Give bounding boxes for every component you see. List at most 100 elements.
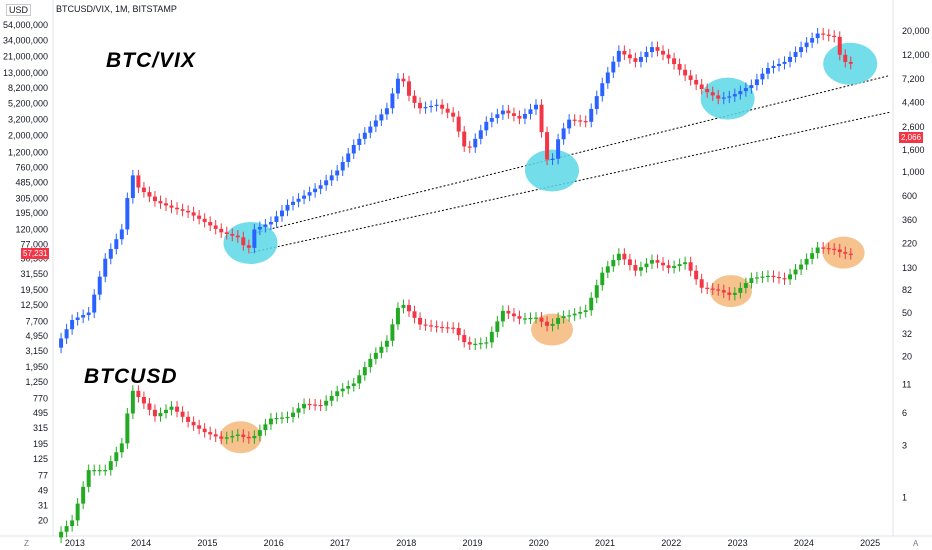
- ratio-candle: [765, 62, 770, 80]
- price-candle: [699, 273, 704, 294]
- price-highlight-circle: [709, 275, 752, 308]
- trendline[interactable]: [257, 74, 891, 233]
- ratio-candle: [467, 140, 472, 153]
- left-tick-label: 77,000: [20, 239, 48, 249]
- ratio-candle: [683, 64, 688, 81]
- price-candle: [351, 377, 356, 392]
- price-candle: [75, 498, 80, 526]
- x-tick-label: 2024: [794, 538, 814, 548]
- price-candle: [108, 455, 113, 476]
- ratio-candle: [666, 49, 671, 64]
- ratio-candle: [263, 218, 268, 233]
- right-tick-label: 3: [902, 441, 907, 451]
- ratio-candle: [451, 107, 456, 123]
- x-tick-label: 2013: [65, 538, 85, 548]
- ratio-candle: [716, 89, 721, 105]
- ratio-highlight-circle: [700, 77, 755, 120]
- right-tick-label: 50: [902, 308, 912, 318]
- ratio-candle: [500, 105, 505, 120]
- ratio-candle: [506, 105, 511, 119]
- ratio-candle: [782, 56, 787, 70]
- currency-label[interactable]: USD: [6, 4, 32, 16]
- price-candle: [401, 299, 406, 314]
- ratio-candle: [97, 271, 102, 301]
- ratio-candle: [119, 223, 124, 245]
- ratio-candle: [478, 124, 483, 145]
- ratio-candle: [749, 79, 754, 94]
- ratio-candle: [738, 85, 743, 100]
- ratio-candle: [169, 199, 174, 214]
- ratio-candle: [705, 83, 710, 98]
- price-candle: [180, 406, 185, 423]
- ratio-candle: [821, 28, 826, 41]
- ratio-candle: [434, 99, 439, 112]
- price-candle: [418, 312, 423, 331]
- left-tick-label: 5,200,000: [8, 98, 48, 108]
- ratio-candle: [180, 203, 185, 217]
- ratio-candle: [793, 46, 798, 63]
- timezone-z-label: Z: [24, 539, 29, 548]
- price-candle: [456, 322, 461, 341]
- price-candle: [644, 258, 649, 273]
- price-candle: [688, 256, 693, 277]
- highlight-circles: [219, 42, 878, 454]
- trendline[interactable]: [250, 111, 891, 254]
- ratio-candle: [661, 45, 666, 61]
- price-candle: [561, 310, 566, 324]
- ratio-candle: [616, 45, 621, 68]
- ratio-candle: [517, 110, 522, 125]
- ratio-candle: [754, 73, 759, 91]
- trendlines: [250, 74, 891, 254]
- ratio-candle: [495, 108, 500, 124]
- price-candle: [147, 397, 152, 416]
- price-candle: [760, 271, 765, 283]
- left-tick-label: 20: [38, 515, 48, 525]
- price-candle: [655, 254, 660, 269]
- price-candle: [202, 423, 207, 438]
- auto-scale-label[interactable]: A: [913, 539, 919, 548]
- price-candle: [821, 241, 826, 254]
- price-candle: [296, 402, 301, 419]
- price-candle: [633, 259, 638, 277]
- ratio-candle: [373, 114, 378, 133]
- left-tick-label: 2,000,000: [8, 130, 48, 140]
- right-tick-label: 1: [902, 492, 907, 502]
- ratio-candle: [583, 115, 588, 128]
- x-tick-label: 2022: [661, 538, 681, 548]
- price-candle: [152, 404, 157, 422]
- ratio-candle: [638, 51, 643, 68]
- ratio-candle: [429, 100, 434, 113]
- right-last-value-badge: 2,066: [899, 131, 924, 143]
- price-candle: [705, 282, 710, 295]
- ratio-candle: [125, 192, 130, 235]
- ratio-candle: [688, 69, 693, 86]
- price-candle: [125, 407, 130, 449]
- right-tick-label: 220: [902, 238, 917, 248]
- ratio-candle: [246, 239, 251, 254]
- left-tick-label: 19,500: [20, 285, 48, 295]
- price-candle: [379, 341, 384, 359]
- ratio-candle: [59, 332, 64, 354]
- ratio-candle: [462, 126, 467, 153]
- left-tick-label: 77: [38, 470, 48, 480]
- price-candle: [186, 411, 191, 428]
- price-candle: [832, 243, 837, 255]
- left-last-value-badge: 57,231: [21, 248, 50, 260]
- ratio-candle: [141, 182, 146, 198]
- price-candle: [837, 243, 842, 258]
- ratio-candle: [335, 164, 340, 181]
- ratio-candle: [456, 111, 461, 138]
- price-candle: [81, 481, 86, 510]
- price-candle: [511, 308, 516, 322]
- right-tick-label: 12,000: [902, 50, 930, 60]
- ratio-candle: [771, 60, 776, 74]
- ratio-candle: [837, 31, 842, 61]
- ratio-candle: [114, 233, 119, 255]
- ratio-candle: [423, 101, 428, 114]
- ratio-candle: [649, 41, 654, 58]
- ratio-highlight-circle: [223, 222, 278, 265]
- x-tick-label: 2017: [330, 538, 350, 548]
- ratio-candle: [230, 228, 235, 242]
- price-candle: [743, 277, 748, 294]
